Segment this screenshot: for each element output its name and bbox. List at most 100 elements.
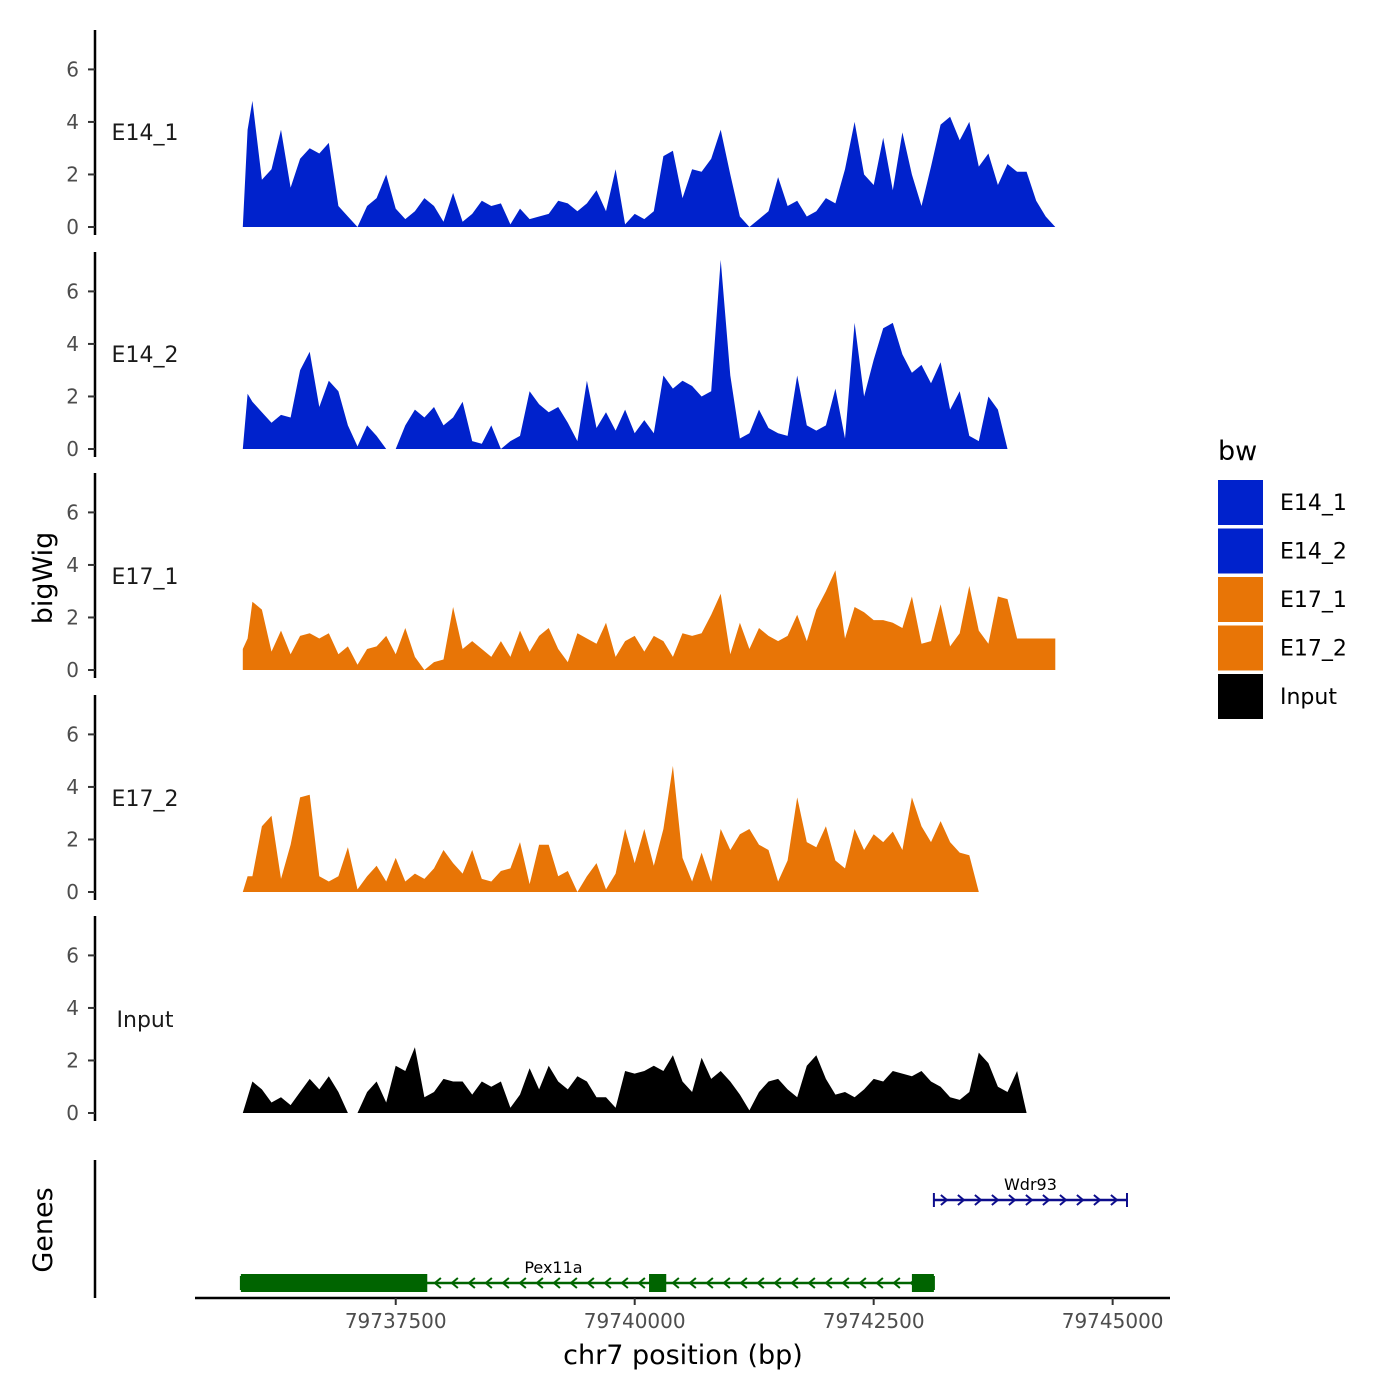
track-label: E14_2 (112, 343, 179, 368)
strand-arrow (450, 1277, 459, 1289)
y-tick-label: 4 (66, 996, 79, 1020)
track-label: E14_1 (112, 121, 179, 146)
strand-arrow (586, 1277, 595, 1289)
x-tick-label: 79740000 (584, 1309, 686, 1333)
strand-arrow (637, 1277, 646, 1289)
strand-arrow (892, 1277, 901, 1289)
exon (911, 1274, 934, 1292)
genes-layer: Pex11a Wdr93 (93, 1160, 1128, 1298)
legend-label-e14-2: E14_2 (1280, 540, 1347, 565)
signal-area-e17-2 (242, 765, 1056, 892)
strand-arrow (535, 1277, 544, 1289)
strand-arrow (433, 1277, 442, 1289)
y-tick-label: 2 (66, 162, 79, 186)
strand-arrow (1008, 1194, 1017, 1206)
strand-arrow (688, 1277, 697, 1289)
track-input: 0 2 4 6 Input (66, 916, 1056, 1125)
exon (649, 1274, 667, 1292)
strand-arrow (569, 1277, 578, 1289)
legend-label-e17-1: E17_1 (1280, 588, 1347, 613)
strand-arrow (858, 1277, 867, 1289)
y-tick-label: 0 (66, 1101, 79, 1125)
strand-arrow (1093, 1194, 1102, 1206)
strand-arrow (773, 1277, 782, 1289)
y-tick-label: 6 (66, 722, 79, 746)
genes-axis-title: Genes (28, 1187, 59, 1272)
y-axis-title: bigWig (28, 532, 59, 625)
gene-label: Pex11a (524, 1258, 582, 1277)
strand-arrow (875, 1277, 884, 1289)
x-tick-label: 79737500 (345, 1309, 447, 1333)
legend-swatch-e14-2 (1218, 528, 1263, 574)
strand-arrow (974, 1194, 983, 1206)
legend-label-input: Input (1280, 685, 1337, 710)
legend-title: bw (1218, 436, 1257, 467)
y-tick-label: 0 (66, 215, 79, 239)
x-tick-label: 79745000 (1062, 1309, 1164, 1333)
strand-arrow (1076, 1194, 1085, 1206)
y-tick-label: 4 (66, 332, 79, 356)
gene-pex11a: Pex11a (239, 1258, 935, 1292)
strand-arrow (756, 1277, 765, 1289)
strand-arrow (824, 1277, 833, 1289)
track-e14-1: 0 2 4 6 E14_1 (66, 30, 1056, 239)
y-tick-label: 2 (66, 384, 79, 408)
strand-arrow (1042, 1194, 1051, 1206)
x-axis-title: chr7 position (bp) (563, 1340, 803, 1371)
track-label: Input (117, 1008, 174, 1033)
track-e17-1: 0 2 4 6 E17_1 (66, 473, 1056, 682)
y-tick-label: 6 (66, 279, 79, 303)
signal-area-input (242, 1047, 1056, 1113)
strand-arrow (518, 1277, 527, 1289)
y-tick-label: 4 (66, 553, 79, 577)
strand-arrow (603, 1277, 612, 1289)
strand-arrow (467, 1277, 476, 1289)
strand-arrow (1059, 1194, 1068, 1206)
strand-arrow (484, 1277, 493, 1289)
tracks-layer: 0 2 4 6 E14_1 0 2 4 6 E14_2 0 2 4 6 E17_1 0 2 4 6 E17_2 0 2 4 6… (66, 30, 1056, 1125)
legend-swatch-e17-1 (1218, 577, 1263, 622)
y-tick-label: 0 (66, 658, 79, 682)
strand-arrow (1110, 1194, 1119, 1206)
legend-swatch-input (1218, 674, 1263, 719)
legend-swatch-e14-1 (1218, 480, 1263, 525)
gene-label: Wdr93 (1004, 1175, 1057, 1194)
strand-arrow (991, 1194, 1000, 1206)
track-label: E17_2 (112, 787, 179, 812)
strand-arrow (501, 1277, 510, 1289)
y-tick-label: 6 (66, 500, 79, 524)
y-tick-label: 4 (66, 775, 79, 799)
track-label: E17_1 (112, 565, 179, 590)
x-tick-label: 79742500 (823, 1309, 925, 1333)
y-tick-label: 0 (66, 880, 79, 904)
strand-arrow (552, 1277, 561, 1289)
gene-wdr93: Wdr93 (932, 1175, 1128, 1207)
strand-arrow (807, 1277, 816, 1289)
y-tick-label: 4 (66, 110, 79, 134)
y-tick-label: 0 (66, 437, 79, 461)
track-e17-2: 0 2 4 6 E17_2 (66, 695, 1056, 904)
strand-arrow (790, 1277, 799, 1289)
strand-arrow (671, 1277, 680, 1289)
signal-area-e14-1 (242, 100, 1056, 227)
y-tick-label: 2 (66, 827, 79, 851)
legend-label-e14-1: E14_1 (1280, 491, 1347, 516)
strand-arrow (620, 1277, 629, 1289)
strand-arrow (739, 1277, 748, 1289)
strand-arrow (722, 1277, 731, 1289)
strand-arrow (705, 1277, 714, 1289)
y-tick-label: 6 (66, 943, 79, 967)
legend-label-e17-2: E17_2 (1280, 637, 1347, 662)
signal-area-e17-1 (242, 570, 1056, 670)
strand-arrow (1025, 1194, 1034, 1206)
strand-arrow (957, 1194, 966, 1206)
y-tick-label: 6 (66, 57, 79, 81)
legend: bw E14_1 E14_2 E17_1 E17_2 Input (1218, 436, 1347, 719)
track-e14-2: 0 2 4 6 E14_2 (66, 252, 1056, 461)
legend-swatch-e17-2 (1218, 625, 1263, 671)
y-tick-label: 2 (66, 1048, 79, 1072)
y-tick-label: 2 (66, 605, 79, 629)
signal-area-e14-2 (242, 259, 1056, 449)
exon (240, 1274, 428, 1292)
